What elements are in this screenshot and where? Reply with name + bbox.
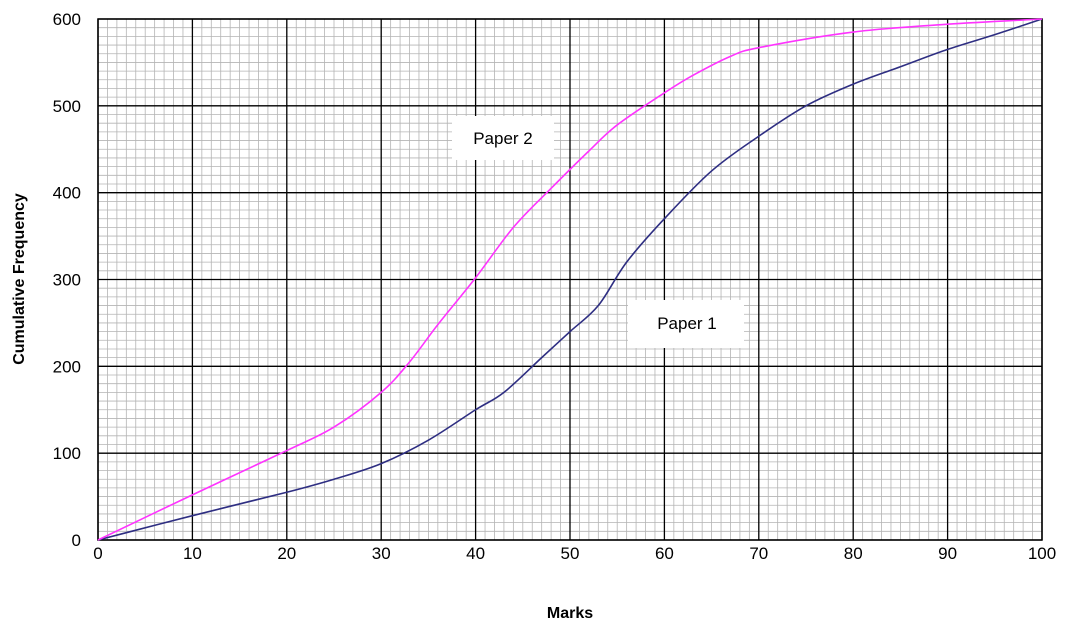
y-tick-labels: 0 100 200 300 400 500 600 <box>53 10 81 550</box>
x-tick-label: 90 <box>938 544 957 563</box>
y-tick-label: 300 <box>53 271 81 290</box>
x-tick-label: 60 <box>655 544 674 563</box>
plot-border <box>97 18 1043 541</box>
paper-1-label: Paper 1 <box>657 314 717 333</box>
y-tick-label: 400 <box>53 184 81 203</box>
x-tick-label: 80 <box>844 544 863 563</box>
x-tick-label: 100 <box>1028 544 1056 563</box>
x-tick-label: 40 <box>466 544 485 563</box>
y-tick-label: 200 <box>53 357 81 376</box>
y-tick-label: 100 <box>53 444 81 463</box>
x-tick-label: 50 <box>561 544 580 563</box>
series-line-paper-2 <box>97 18 1043 541</box>
y-axis-title: Cumulative Frequency <box>11 193 28 365</box>
paper-1-label-box <box>628 300 744 348</box>
x-tick-label: 0 <box>93 544 102 563</box>
x-tick-label: 70 <box>749 544 768 563</box>
major-grid <box>97 18 1043 541</box>
y-tick-label: 500 <box>53 97 81 116</box>
x-axis-title: Marks <box>547 605 593 622</box>
y-tick-label: 0 <box>72 531 81 550</box>
series-layer <box>97 18 1043 541</box>
paper-2-label: Paper 2 <box>473 129 533 148</box>
x-tick-label: 30 <box>372 544 391 563</box>
paper-2-label-box <box>452 116 554 160</box>
series-line-paper-1 <box>97 18 1043 541</box>
x-tick-label: 20 <box>277 544 296 563</box>
x-tick-label: 10 <box>183 544 202 563</box>
x-tick-labels: 0 10 20 30 40 50 60 70 80 90 100 <box>93 544 1056 563</box>
y-tick-label: 600 <box>53 10 81 29</box>
